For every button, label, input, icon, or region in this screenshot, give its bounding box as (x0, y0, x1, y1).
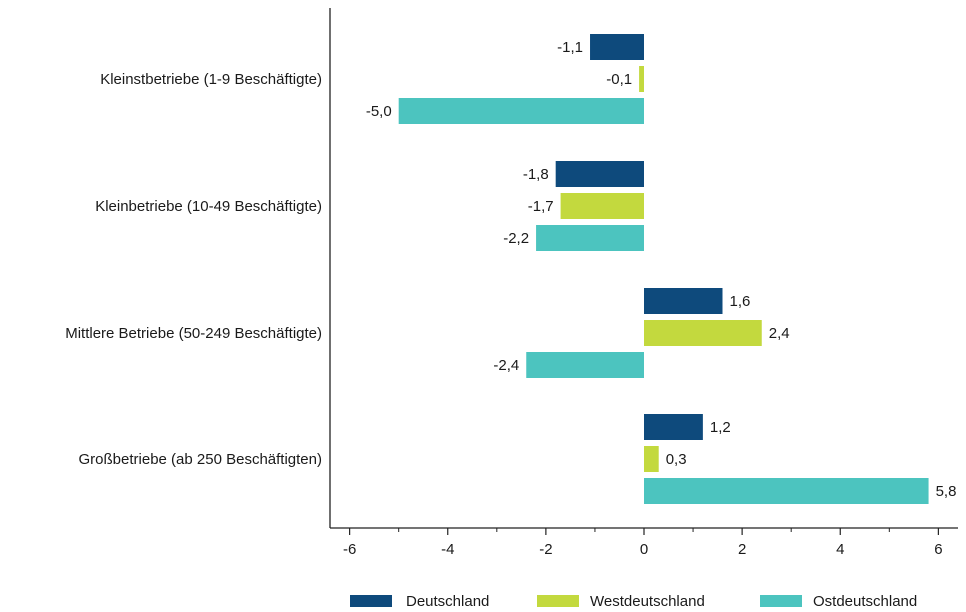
value-label: -1,8 (523, 166, 549, 183)
value-labels-group: -1,1 -0,1 -5,0 -1,8 -1,7 -2,2 1,6 2,4 -2,4 1,2 0,3… (366, 39, 957, 500)
x-tick-label: -2 (539, 541, 552, 558)
value-label: -5,0 (366, 103, 392, 120)
bar-ostdeutschland-2 (526, 352, 644, 378)
value-label: 2,4 (769, 325, 790, 342)
legend-swatch-deutschland (350, 595, 392, 607)
bar-westdeutschland-1 (560, 193, 644, 219)
bar-deutschland-0 (590, 34, 644, 60)
legend-label: Deutschland (406, 593, 489, 610)
x-tick-label: -6 (343, 541, 356, 558)
legend: Deutschland Westdeutschland Ostdeutschland (350, 593, 917, 610)
value-label: -1,1 (557, 39, 583, 56)
category-label: Mittlere Betriebe (50-249 Beschäftigte) (65, 325, 322, 342)
value-label: 1,6 (730, 293, 751, 310)
bar-ostdeutschland-1 (536, 225, 644, 251)
value-label: -2,4 (493, 357, 519, 374)
x-tick-label: 0 (640, 541, 648, 558)
value-label: -0,1 (606, 71, 632, 88)
legend-swatch-ostdeutschland (760, 595, 802, 607)
value-label: 1,2 (710, 419, 731, 436)
bar-ostdeutschland-3 (644, 478, 929, 504)
value-label: -1,7 (528, 198, 554, 215)
bar-westdeutschland-0 (639, 66, 644, 92)
bar-westdeutschland-3 (644, 446, 659, 472)
value-label: 0,3 (666, 451, 687, 468)
x-tick-label: 4 (836, 541, 844, 558)
category-label: Kleinbetriebe (10-49 Beschäftigte) (95, 198, 322, 215)
x-tick-label: 2 (738, 541, 746, 558)
value-label: -2,2 (503, 230, 529, 247)
bar-westdeutschland-2 (644, 320, 762, 346)
bar-deutschland-1 (555, 161, 644, 187)
bar-deutschland-3 (644, 414, 703, 440)
category-labels-group: Kleinstbetriebe (1-9 Beschäftigte) Kleinb… (65, 71, 322, 468)
value-label: 5,8 (936, 483, 957, 500)
bar-deutschland-2 (644, 288, 723, 314)
axes-group: -6 -4 -2 0 2 4 6 (329, 8, 958, 558)
legend-label: Ostdeutschland (813, 593, 917, 610)
bar-ostdeutschland-0 (398, 98, 644, 124)
category-label: Kleinstbetriebe (1-9 Beschäftigte) (100, 71, 322, 88)
legend-swatch-westdeutschland (537, 595, 579, 607)
legend-label: Westdeutschland (590, 593, 705, 610)
x-tick-label: -4 (441, 541, 454, 558)
x-tick-label: 6 (934, 541, 942, 558)
category-label: Großbetriebe (ab 250 Beschäftigten) (79, 451, 322, 468)
bars-group (398, 34, 929, 504)
